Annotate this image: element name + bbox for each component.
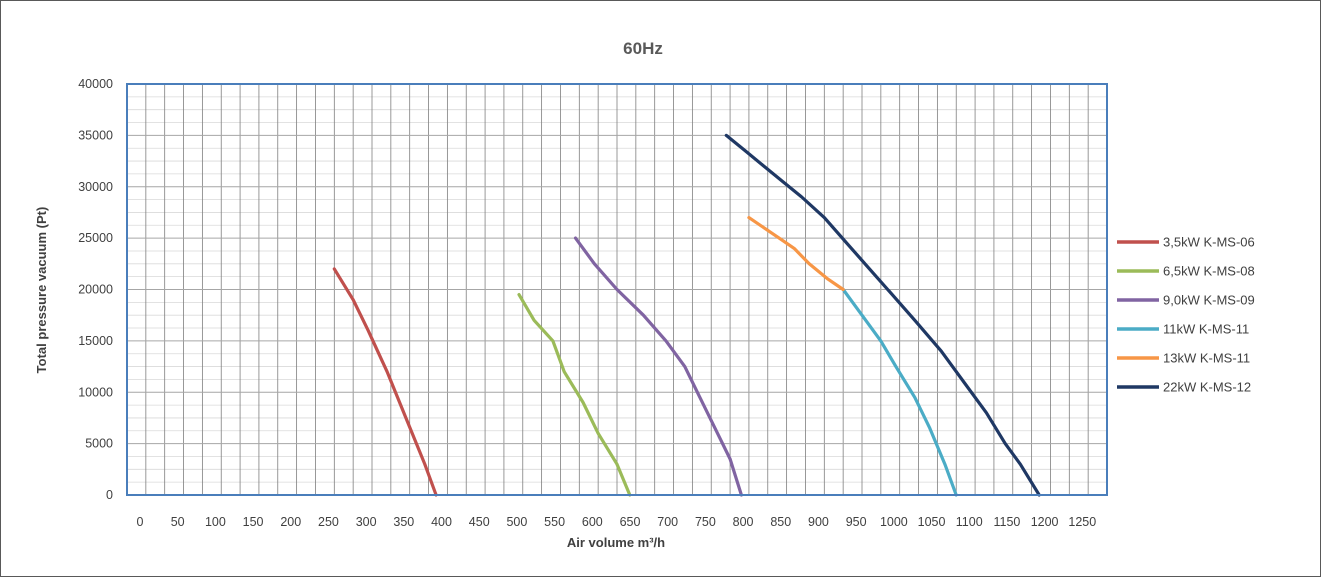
x-tick-label: 1050 (918, 515, 946, 529)
legend-label: 6,5kW K-MS-08 (1163, 264, 1255, 279)
series-line-2 (517, 293, 632, 497)
x-tick-label: 1200 (1031, 515, 1059, 529)
x-tick-label: 200 (280, 515, 301, 529)
major-gridlines (127, 84, 1107, 495)
x-tick-label: 750 (695, 515, 716, 529)
y-tick-label: 5000 (85, 437, 113, 451)
x-tick-label: 1250 (1068, 515, 1096, 529)
y-axis-title: Total pressure vacuum (Pt) (34, 207, 49, 374)
series-lines (332, 133, 1041, 497)
x-tick-label: 950 (846, 515, 867, 529)
legend: 3,5kW K-MS-06 6,5kW K-MS-08 9,0kW K-MS-09 1… (1117, 235, 1255, 395)
legend-label: 13kW K-MS-11 (1163, 351, 1250, 366)
series-line-4 (841, 287, 958, 497)
x-tick-label: 1000 (880, 515, 908, 529)
x-tick-label: 900 (808, 515, 829, 529)
y-tick-label: 30000 (78, 180, 113, 194)
x-tick-label: 150 (243, 515, 264, 529)
legend-label: 11kW K-MS-11 (1163, 322, 1249, 337)
x-tick-label: 450 (469, 515, 490, 529)
x-tick-label: 100 (205, 515, 226, 529)
x-tick-label: 50 (171, 515, 185, 529)
x-tick-label: 850 (770, 515, 791, 529)
x-tick-label: 1100 (956, 515, 983, 529)
x-tick-label: 500 (506, 515, 527, 529)
y-tick-label: 20000 (78, 283, 113, 297)
series-line-5 (747, 216, 845, 292)
x-tick-label: 250 (318, 515, 339, 529)
y-tick-label: 35000 (78, 128, 113, 142)
plot-frame (126, 83, 1108, 496)
x-tick-label: 650 (620, 515, 641, 529)
legend-label: 9,0kW K-MS-09 (1163, 293, 1255, 308)
y-tick-label: 15000 (78, 334, 113, 348)
x-tick-label: 700 (657, 515, 678, 529)
legend-label: 22kW K-MS-12 (1163, 380, 1251, 395)
y-tick-label: 25000 (78, 231, 113, 245)
y-tick-label: 10000 (78, 385, 113, 399)
x-tick-label: 0 (137, 515, 144, 529)
x-tick-label: 800 (733, 515, 754, 529)
x-axis-ticks: 0 50 100 150 200 250 300 350 400 450 500 550 600 650 7… (137, 515, 1097, 529)
series-line-1 (332, 267, 438, 497)
series-line-3 (573, 236, 744, 497)
legend-label: 3,5kW K-MS-06 (1163, 235, 1255, 250)
y-tick-label: 0 (106, 488, 113, 502)
x-tick-label: 600 (582, 515, 603, 529)
x-tick-label: 350 (393, 515, 414, 529)
y-axis-ticks: 0 5000 10000 15000 20000 25000 30000 35000 40000 (78, 77, 113, 502)
chart-title: 60Hz (623, 39, 663, 58)
x-tick-label: 300 (356, 515, 377, 529)
series-line-6 (724, 133, 1041, 497)
y-tick-label: 40000 (78, 77, 113, 91)
x-tick-label: 550 (544, 515, 565, 529)
x-axis-title: Air volume m³/h (567, 535, 665, 550)
x-tick-label: 1150 (993, 515, 1020, 529)
x-tick-label: 400 (431, 515, 452, 529)
